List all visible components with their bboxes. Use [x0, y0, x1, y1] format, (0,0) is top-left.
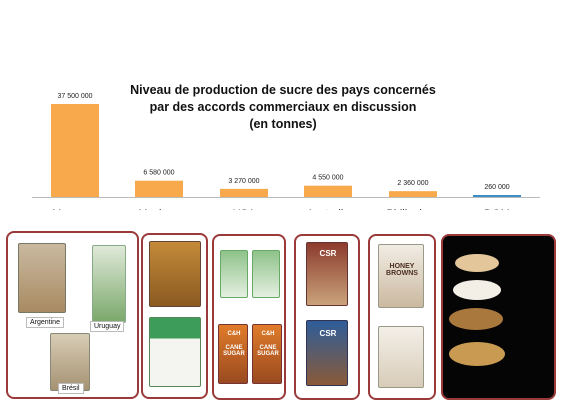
- spoon-golden-sugar: [449, 342, 505, 366]
- philippines-product-label: HONEY BROWNS: [386, 263, 418, 277]
- value-label-mercosur: 37 500 000: [57, 93, 92, 100]
- mexico-brown-sugar-package: [149, 241, 201, 307]
- argentina-sugar-package: [18, 243, 66, 313]
- bar-dom: [473, 195, 521, 197]
- spoon-pale-sugar: [455, 254, 499, 272]
- uruguay-sugar-package: [92, 245, 126, 323]
- mercosur-products-panel: Argentine Uruguay Brésil: [6, 231, 139, 399]
- australia-brand-label-1: CSR: [319, 249, 337, 258]
- label-uruguay: Uruguay: [90, 321, 125, 332]
- australia-demerara-package: CSR: [306, 242, 348, 306]
- usa-brand-label-1: C&H: [227, 331, 241, 337]
- usa-product-label-1: CANE SUGAR: [223, 345, 245, 357]
- australia-brand-label-2: CSR: [319, 329, 337, 338]
- usa-products-panel: C&H CANE SUGAR C&H CANE SUGAR: [212, 234, 286, 400]
- value-label-dom: 260 000: [484, 184, 509, 191]
- value-label-australie: 4 550 000: [312, 175, 343, 182]
- chart-title-line-3: (en tonnes): [249, 117, 317, 131]
- australia-brown-package: CSR: [306, 320, 348, 386]
- spoon-brown-sugar: [449, 308, 503, 330]
- value-label-mexique: 6 580 000: [143, 170, 174, 177]
- usa-sugar-bag-1: [220, 250, 248, 298]
- usa-product-label-2: CANE SUGAR: [257, 345, 279, 357]
- chart-title-line-1: Niveau de production de sucre des pays c…: [130, 83, 436, 97]
- usa-brand-label-2: C&H: [261, 331, 275, 337]
- chart-title: Niveau de production de sucre des pays c…: [118, 82, 448, 133]
- philippines-honey-browns-bag: HONEY BROWNS: [378, 244, 424, 308]
- dom-products-panel: [441, 234, 556, 400]
- category-label-usa: USA: [233, 208, 256, 210]
- bar-chart: 37 500 000 Mercosur 6 580 000 Mexique 3 270 …: [32, 93, 540, 210]
- value-label-usa: 3 270 000: [228, 178, 259, 185]
- bar-mexique: [135, 180, 183, 197]
- label-bresil: Brésil: [58, 383, 84, 394]
- value-label-philippines: 2 360 000: [397, 180, 428, 187]
- spoon-white-sugar: [453, 280, 501, 300]
- bar-philippines: [389, 191, 437, 197]
- category-label-dom: DOM: [484, 208, 510, 210]
- usa-sugar-bag-2: [252, 250, 280, 298]
- category-label-australie: Australie: [307, 208, 350, 210]
- chart-title-line-2: par des accords commerciaux en discussio…: [149, 100, 417, 114]
- bar-usa: [220, 188, 268, 197]
- bar-australie: [304, 185, 352, 197]
- australia-products-panel: CSR CSR: [294, 234, 360, 400]
- philippines-sugar-bag: [378, 326, 424, 388]
- label-argentina: Argentine: [26, 317, 64, 328]
- usa-cane-sugar-box-1: C&H CANE SUGAR: [218, 324, 248, 384]
- category-label-mercosur: Mercosur: [52, 208, 98, 210]
- mexico-white-sugar-package: [149, 317, 201, 387]
- category-label-philippines: Philippines: [386, 208, 440, 210]
- category-label-mexique: Mexique: [138, 208, 180, 210]
- mexico-products-panel: [141, 233, 208, 399]
- usa-cane-sugar-box-2: C&H CANE SUGAR: [252, 324, 282, 384]
- bar-mercosur: [51, 104, 99, 197]
- philippines-products-panel: HONEY BROWNS: [368, 234, 436, 400]
